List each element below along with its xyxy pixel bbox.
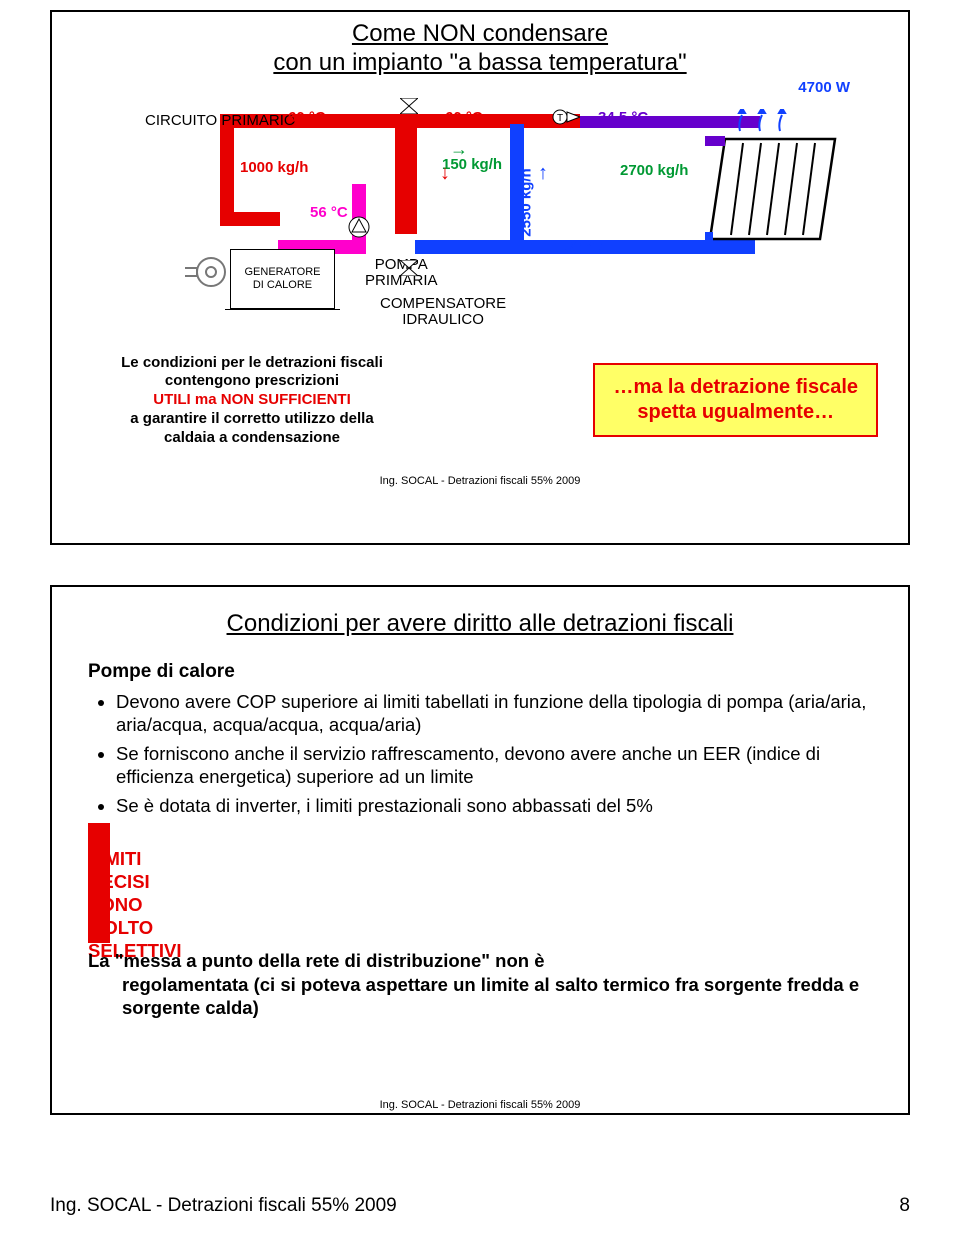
- label-60b: 60 °C: [445, 109, 483, 126]
- red-emphasis: I LIMITI DECISI SONO MOLTO SELETTIVI: [88, 823, 110, 943]
- arrow-up-icon: ↑: [538, 162, 548, 185]
- comp-l2: IDRAULICO: [402, 311, 484, 328]
- label-1000: 1000 kg/h: [240, 159, 308, 176]
- ln1: Le condizioni per le detrazioni fiscali: [121, 354, 383, 371]
- slide-2: Condizioni per avere diritto alle detraz…: [50, 585, 910, 1115]
- left-note: Le condizioni per le detrazioni fiscali …: [82, 354, 422, 448]
- label-850: 850 kg/h: [395, 172, 412, 232]
- label-33: 33 °C: [565, 239, 603, 256]
- valve-bottom-icon: [400, 260, 418, 276]
- label-compensatore: COMPENSATORE IDRAULICO: [380, 296, 506, 329]
- radiator-icon: [705, 109, 845, 249]
- label-2700: 2700 kg/h: [620, 162, 688, 179]
- heating-diagram: CIRCUITO PRIMARIO 60 °C 60 °C 34,5 °C 47…: [90, 84, 870, 344]
- page-footer-left: Ing. SOCAL - Detrazioni fiscali 55% 2009: [50, 1195, 397, 1217]
- pipe-hot-left: [220, 114, 234, 224]
- ln2: contengono prescrizioni: [165, 372, 339, 389]
- page-footer: Ing. SOCAL - Detrazioni fiscali 55% 2009…: [0, 1155, 960, 1237]
- comp-l1: COMPENSATORE: [380, 295, 506, 312]
- slide1-footer: Ing. SOCAL - Detrazioni fiscali 55% 2009: [72, 475, 888, 487]
- slide1-title-l1: Come NON condensare: [352, 20, 608, 47]
- label-56: 56 °C: [310, 204, 348, 221]
- para-rest: regolamentata (ci si poteva aspettare un…: [88, 973, 872, 1019]
- valve-top-icon: [400, 98, 418, 114]
- gen-l2: DI CALORE: [231, 279, 334, 292]
- slide2-bullets: Devono avere COP superiore ai limiti tab…: [88, 690, 872, 818]
- label-345: 34,5 °C: [598, 109, 648, 126]
- slide1-title-l2: con un impianto "a bassa temperatura": [273, 49, 686, 76]
- slide2-paragraph: La "messa a punto della rete di distribu…: [88, 949, 872, 1018]
- label-2550: 2550 kg/h: [518, 168, 535, 236]
- generator-box: GENERATORE DI CALORE: [230, 249, 335, 309]
- svg-text:T: T: [557, 113, 563, 124]
- page-footer-right: 8: [899, 1195, 910, 1217]
- generator-base: [225, 309, 340, 310]
- pump-icon: [348, 216, 370, 238]
- bullet-2: Se forniscono anche il servizio raffresc…: [116, 742, 872, 788]
- para-l1: La "messa a punto della rete di distribu…: [88, 950, 544, 971]
- gen-l1: GENERATORE: [231, 266, 334, 279]
- bullet-3: Se è dotata di inverter, i limiti presta…: [116, 794, 872, 817]
- slide2-title: Condizioni per avere diritto alle detraz…: [72, 610, 888, 638]
- ln3: UTILI ma NON SUFFICIENTI: [153, 391, 351, 408]
- label-4700: 4700 W: [798, 79, 850, 96]
- detrazione-callout: …ma la detrazione fiscale spetta ugualme…: [593, 363, 878, 437]
- arrow-down-icon: ↓: [440, 162, 450, 185]
- arrow-right-icon: →: [450, 139, 468, 160]
- pipe-hot-bottom: [220, 212, 280, 226]
- label-60a: 60 °C: [288, 109, 326, 126]
- ln4: a garantire il corretto utilizzo della: [130, 410, 373, 427]
- slide-1: Come NON condensare con un impianto "a b…: [50, 10, 910, 545]
- slide2-heading: Pompe di calore: [88, 660, 872, 684]
- callout-l2: spetta ugualmente…: [637, 401, 834, 423]
- slide2-footer: Ing. SOCAL - Detrazioni fiscali 55% 2009: [72, 1099, 888, 1111]
- bullet-1: Devono avere COP superiore ai limiti tab…: [116, 690, 872, 736]
- label-circuito: CIRCUITO PRIMARIO: [145, 112, 296, 129]
- temperature-sensor-icon: T: [552, 106, 580, 128]
- fan-icon: [185, 254, 227, 290]
- slide2-body: Pompe di calore Devono avere COP superio…: [72, 660, 888, 1019]
- slide1-title: Come NON condensare con un impianto "a b…: [72, 20, 888, 78]
- slide1-bottom-row: Le condizioni per le detrazioni fiscali …: [72, 354, 888, 448]
- callout-l1: …ma la detrazione fiscale: [613, 376, 858, 398]
- ln5: caldaia a condensazione: [164, 429, 340, 446]
